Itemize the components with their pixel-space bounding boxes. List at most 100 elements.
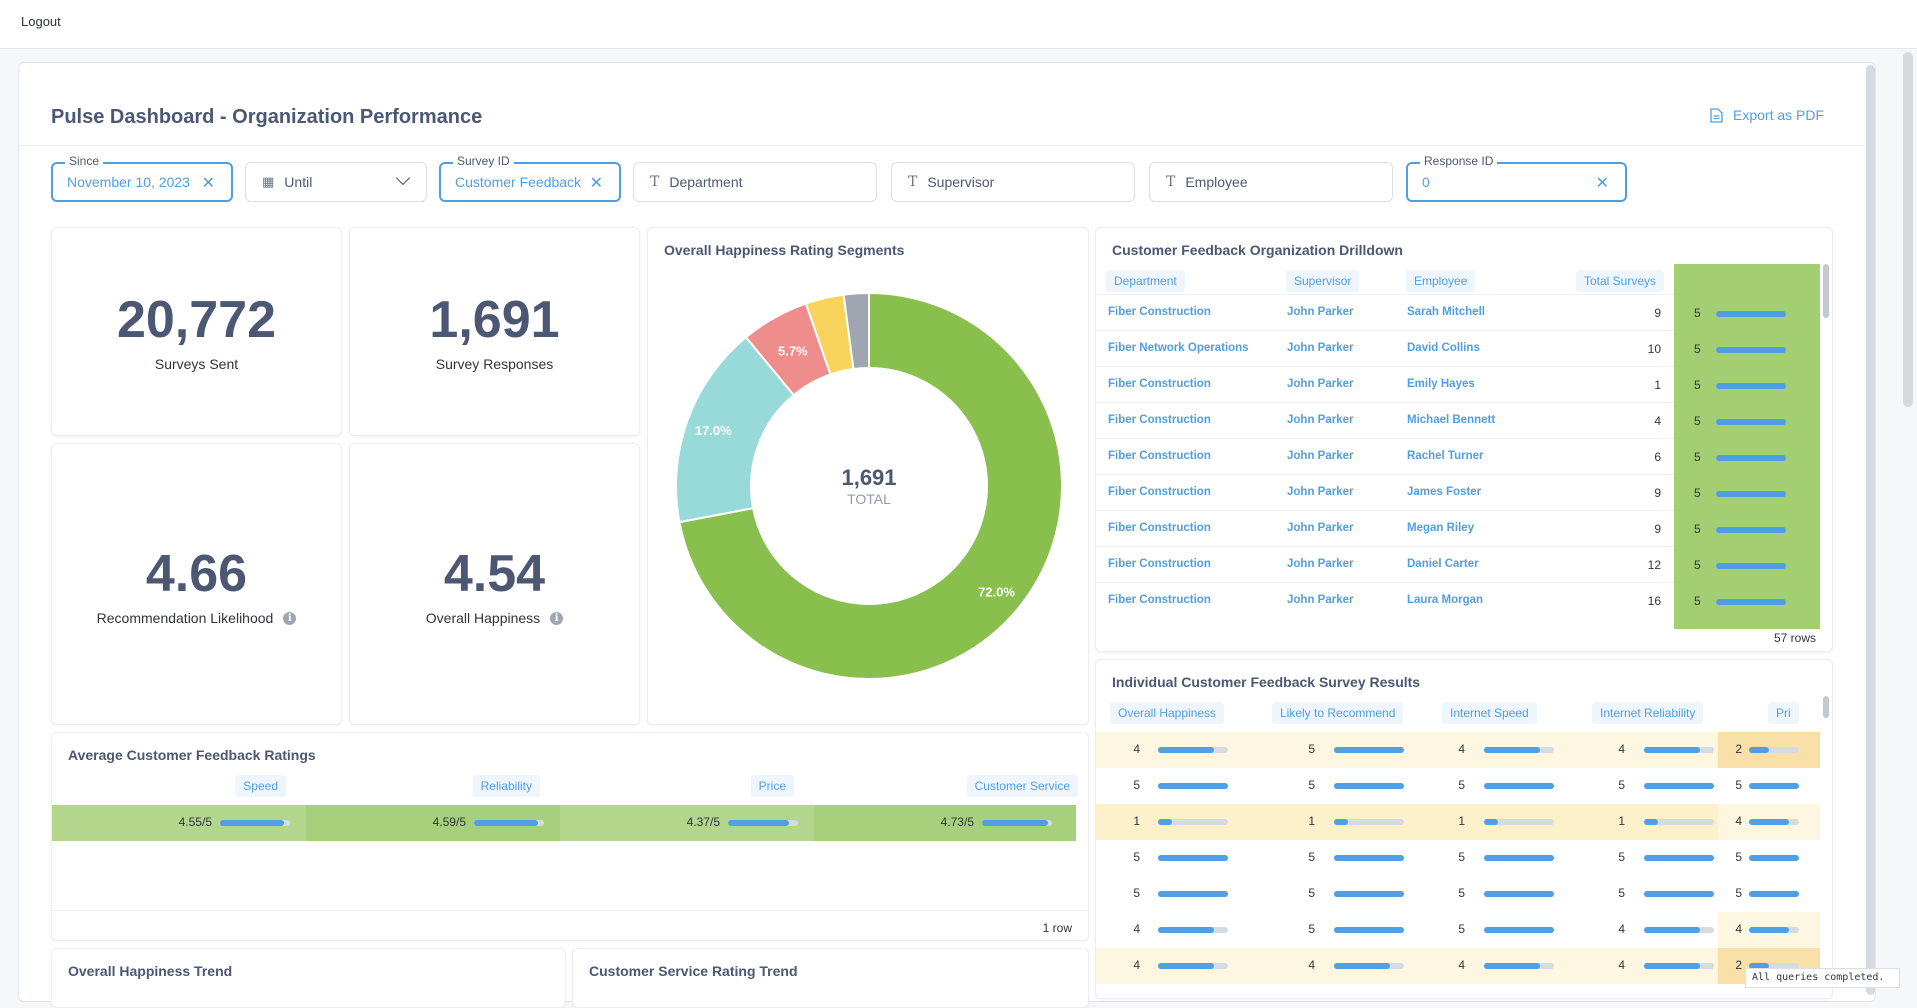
supervisor-filter[interactable]: T Supervisor (891, 162, 1135, 202)
text-type-icon: T (1166, 174, 1176, 190)
avg-rating-column-header[interactable]: Price (750, 775, 794, 797)
avg-rating-bar-fill (728, 820, 790, 826)
header-divider (19, 145, 1865, 146)
employee-cell[interactable]: Emily Hayes (1407, 378, 1475, 390)
rating-cell: 4 (1618, 922, 1625, 936)
drilldown-row-count: 57 rows (1773, 631, 1816, 645)
rating-bar (1749, 783, 1799, 789)
employee-cell[interactable]: James Foster (1407, 486, 1482, 498)
query-status: All queries completed. (1745, 968, 1900, 988)
until-filter[interactable]: ▦ Until (245, 162, 427, 202)
recommendation-label: Recommendation Likelihood (96, 610, 274, 626)
rating-bar (1484, 819, 1554, 825)
donut-total-label: TOTAL (847, 491, 891, 507)
employee-cell[interactable]: Rachel Turner (1407, 450, 1484, 462)
rating-bar-fill (1158, 963, 1214, 969)
clear-since-icon[interactable]: ✕ (201, 175, 215, 192)
clear-response-id-icon[interactable]: ✕ (1595, 175, 1609, 192)
table-row[interactable]: Fiber Construction John Parker Laura Morga… (1096, 588, 1820, 624)
employee-cell[interactable]: David Collins (1407, 342, 1480, 354)
supervisor-cell[interactable]: John Parker (1287, 342, 1354, 354)
individual-scrollbar[interactable] (1823, 696, 1829, 718)
supervisor-cell[interactable]: John Parker (1287, 486, 1354, 498)
department-cell[interactable]: Fiber Construction (1108, 450, 1211, 462)
employee-cell[interactable]: Daniel Carter (1407, 558, 1479, 570)
employee-cell[interactable]: Laura Morgan (1407, 594, 1484, 606)
supervisor-cell[interactable]: John Parker (1287, 306, 1354, 318)
table-row[interactable]: Fiber Construction John Parker Emily Hayes… (1096, 372, 1820, 408)
avg-rating-column-header[interactable]: Speed (235, 775, 286, 797)
table-row[interactable]: Fiber Construction John Parker Megan Riley… (1096, 516, 1820, 552)
drilldown-column-header[interactable]: Department (1106, 270, 1185, 292)
table-row[interactable]: 4 5 4 4 2 (1096, 732, 1820, 768)
table-row[interactable]: 4 4 4 4 2 (1096, 948, 1820, 984)
table-row[interactable]: Fiber Construction John Parker James Foste… (1096, 480, 1820, 516)
department-cell[interactable]: Fiber Construction (1108, 522, 1211, 534)
department-cell[interactable]: Fiber Construction (1108, 378, 1211, 390)
drilldown-column-header[interactable]: Total Surveys (1576, 270, 1665, 292)
individual-column-header[interactable]: Likely to Recommend (1272, 702, 1404, 724)
donut-slice[interactable] (842, 291, 870, 371)
rating-bar-fill (1716, 383, 1786, 389)
department-cell[interactable]: Fiber Network Operations (1108, 342, 1249, 354)
table-row[interactable]: 5 5 5 5 5 (1096, 840, 1820, 876)
avg-rating-column-header[interactable]: Customer Service (966, 775, 1078, 797)
since-filter[interactable]: Since November 10, 2023 ✕ (51, 154, 233, 202)
table-row[interactable]: Fiber Construction John Parker Rachel Turn… (1096, 444, 1820, 480)
response-id-filter-label: Response ID (1420, 154, 1498, 168)
table-row[interactable]: Fiber Construction John Parker Sarah Mitch… (1096, 300, 1820, 336)
employee-cell[interactable]: Sarah Mitchell (1407, 306, 1485, 318)
logout-link[interactable]: Logout (21, 14, 61, 29)
drilldown-column-header[interactable]: Supervisor (1286, 270, 1360, 292)
department-cell[interactable]: Fiber Construction (1108, 558, 1211, 570)
supervisor-cell[interactable]: John Parker (1287, 450, 1354, 462)
dashboard-scrollbar[interactable] (1866, 65, 1875, 995)
department-cell[interactable]: Fiber Construction (1108, 306, 1211, 318)
employee-filter[interactable]: T Employee (1149, 162, 1393, 202)
info-icon[interactable]: i (550, 611, 564, 625)
table-row[interactable]: Fiber Construction John Parker Daniel Cart… (1096, 552, 1820, 588)
table-row[interactable]: Fiber Network Operations John Parker David… (1096, 336, 1820, 372)
department-cell[interactable]: Fiber Construction (1108, 486, 1211, 498)
donut-slice[interactable] (678, 291, 1063, 680)
rating-bar (1158, 747, 1228, 753)
supervisor-cell[interactable]: John Parker (1287, 522, 1354, 534)
total-surveys-cell: 16 (1647, 594, 1661, 608)
avg-rating-column-header[interactable]: Reliability (472, 775, 540, 797)
table-row[interactable]: 5 5 5 5 5 (1096, 876, 1820, 912)
rating-bar-fill (1644, 783, 1714, 789)
table-row[interactable]: Fiber Construction John Parker Michael Ben… (1096, 408, 1820, 444)
individual-column-header[interactable]: Pri (1768, 702, 1799, 724)
text-type-icon: T (908, 174, 918, 190)
individual-column-header[interactable]: Internet Reliability (1592, 702, 1704, 724)
supervisor-cell[interactable]: John Parker (1287, 378, 1354, 390)
employee-cell[interactable]: Megan Riley (1407, 522, 1475, 534)
response-id-filter[interactable]: Response ID 0 ✕ (1406, 154, 1627, 202)
rating-bar (1716, 419, 1786, 425)
since-filter-value: November 10, 2023 (67, 174, 190, 190)
individual-column-header[interactable]: Overall Happiness (1110, 702, 1225, 724)
drilldown-column-header[interactable]: Employee (1406, 270, 1476, 292)
rating-bar-fill (1749, 819, 1789, 825)
department-cell[interactable]: Fiber Construction (1108, 594, 1211, 606)
rating-bar-fill (1484, 819, 1498, 825)
rating-bar (1749, 927, 1799, 933)
supervisor-cell[interactable]: John Parker (1287, 414, 1354, 426)
supervisor-cell[interactable]: John Parker (1287, 558, 1354, 570)
survey-id-filter[interactable]: Survey ID Customer Feedback ✕ (439, 154, 621, 202)
info-icon[interactable]: i (283, 611, 297, 625)
table-row[interactable]: 5 5 5 5 5 (1096, 768, 1820, 804)
drilldown-scrollbar[interactable] (1823, 264, 1829, 318)
row-divider (1096, 402, 1674, 403)
supervisor-cell[interactable]: John Parker (1287, 594, 1354, 606)
individual-column-header[interactable]: Internet Speed (1442, 702, 1537, 724)
employee-cell[interactable]: Michael Bennett (1407, 414, 1496, 426)
table-row[interactable]: 1 1 1 1 4 (1096, 804, 1820, 840)
export-pdf-button[interactable]: Export as PDF (1710, 107, 1824, 123)
department-cell[interactable]: Fiber Construction (1108, 414, 1211, 426)
page-scrollbar[interactable] (1903, 52, 1913, 407)
clear-survey-id-icon[interactable]: ✕ (589, 175, 603, 192)
table-row[interactable]: 4 5 5 4 4 (1096, 912, 1820, 948)
average-rating-cell: 5 (1694, 342, 1701, 356)
department-filter[interactable]: T Department (633, 162, 877, 202)
